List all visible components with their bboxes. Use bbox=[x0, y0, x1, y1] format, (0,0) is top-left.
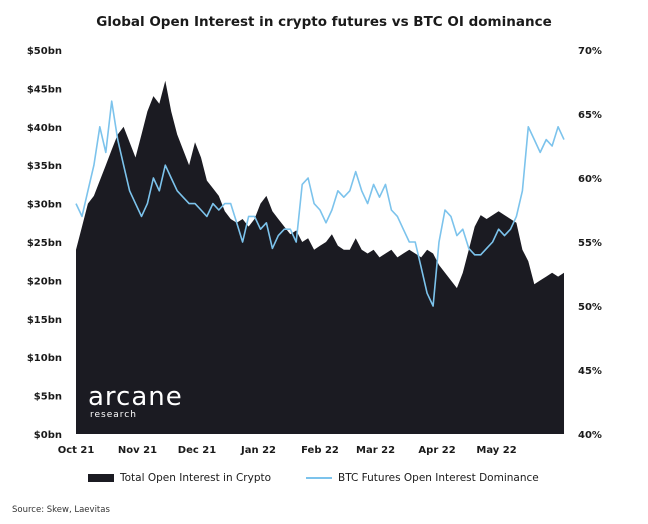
y-right-tick-label: 40% bbox=[578, 430, 602, 441]
legend-label-btc-dominance: BTC Futures Open Interest Dominance bbox=[338, 472, 539, 484]
y-left-tick-label: $20bn bbox=[27, 276, 62, 287]
y-left-tick-label: $45bn bbox=[27, 84, 62, 95]
x-tick-label: May 22 bbox=[476, 445, 516, 456]
legend-item-btc-dominance: BTC Futures Open Interest Dominance bbox=[306, 472, 539, 484]
x-tick-label: Nov 21 bbox=[118, 445, 157, 456]
y-right-tick-label: 65% bbox=[578, 110, 602, 121]
y-left-tick-label: $40bn bbox=[27, 123, 62, 134]
arcane-research-logo: arcane research bbox=[88, 384, 183, 420]
source-note: Source: Skew, Laevitas bbox=[12, 505, 110, 515]
y-right-tick-label: 55% bbox=[578, 238, 602, 249]
legend-item-total-oi: Total Open Interest in Crypto bbox=[88, 472, 271, 484]
chart-title: Global Open Interest in crypto futures v… bbox=[96, 14, 552, 30]
logo-subtitle: research bbox=[90, 410, 137, 420]
y-right-tick-label: 70% bbox=[578, 46, 602, 57]
y-right-tick-label: 45% bbox=[578, 366, 602, 377]
y-left-tick-label: $15bn bbox=[27, 315, 62, 326]
logo-wordmark: arcane bbox=[88, 382, 183, 412]
y-left-tick-label: $30bn bbox=[27, 200, 62, 211]
legend-swatch-area bbox=[88, 474, 114, 482]
legend-label-total-oi: Total Open Interest in Crypto bbox=[120, 472, 272, 484]
y-left-tick-label: $10bn bbox=[27, 353, 62, 364]
x-tick-label: Dec 21 bbox=[178, 445, 216, 456]
x-tick-label: Jan 22 bbox=[240, 445, 276, 456]
x-tick-label: Feb 22 bbox=[301, 445, 339, 456]
y-left-tick-label: $5bn bbox=[34, 392, 62, 403]
x-tick-label: Apr 22 bbox=[418, 445, 455, 456]
y-right-tick-label: 50% bbox=[578, 302, 602, 313]
x-tick-label: Oct 21 bbox=[58, 445, 95, 456]
y-left-tick-label: $0bn bbox=[34, 430, 62, 441]
y-left-tick-label: $35bn bbox=[27, 161, 62, 172]
x-tick-label: Mar 22 bbox=[356, 445, 395, 456]
y-left-tick-label: $50bn bbox=[27, 46, 62, 57]
legend-swatch-line bbox=[306, 477, 332, 479]
y-right-tick-label: 60% bbox=[578, 174, 602, 185]
series-btc-dominance-line bbox=[75, 100, 565, 307]
series-total-open-interest-area bbox=[76, 80, 565, 434]
y-left-tick-label: $25bn bbox=[27, 238, 62, 249]
